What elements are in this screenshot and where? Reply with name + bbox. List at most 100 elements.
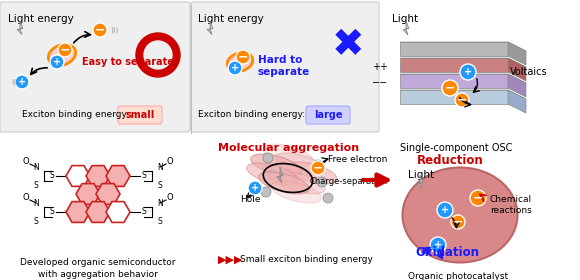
Text: ))): ))) [110, 27, 118, 33]
Text: Charge-separation: Charge-separation [310, 178, 388, 186]
Text: Light energy: Light energy [198, 14, 264, 24]
Polygon shape [508, 42, 526, 65]
Circle shape [136, 33, 180, 77]
Text: +: + [251, 183, 259, 193]
Ellipse shape [227, 53, 253, 71]
Circle shape [317, 177, 327, 187]
Ellipse shape [271, 181, 321, 203]
Text: O: O [166, 157, 173, 167]
Text: O: O [23, 193, 30, 202]
Text: −: − [238, 50, 248, 64]
Text: −: − [445, 81, 455, 95]
Text: Organic photocatalyst: Organic photocatalyst [408, 272, 508, 280]
Circle shape [144, 41, 172, 69]
Text: S: S [142, 207, 146, 216]
Circle shape [460, 64, 476, 80]
Text: Light: Light [408, 170, 434, 180]
Circle shape [236, 50, 250, 64]
Text: ▶▶▶: ▶▶▶ [218, 255, 244, 265]
Text: ···: ··· [62, 207, 70, 216]
Text: N: N [33, 162, 39, 171]
Text: −: − [457, 94, 467, 106]
Ellipse shape [251, 154, 301, 176]
Polygon shape [66, 202, 90, 222]
Circle shape [313, 160, 323, 170]
Polygon shape [207, 22, 213, 34]
Text: S: S [34, 181, 38, 190]
Circle shape [93, 23, 107, 37]
Text: Easy to separate: Easy to separate [82, 57, 174, 67]
Text: large: large [314, 110, 342, 120]
Polygon shape [400, 90, 526, 99]
FancyBboxPatch shape [0, 2, 190, 132]
Circle shape [455, 93, 469, 107]
FancyBboxPatch shape [191, 2, 379, 132]
Text: ++: ++ [372, 62, 388, 72]
Circle shape [437, 202, 453, 218]
Text: N: N [157, 162, 163, 171]
Circle shape [50, 55, 64, 69]
Circle shape [442, 80, 458, 96]
Text: −: − [95, 24, 105, 36]
Circle shape [267, 170, 277, 180]
Text: Developed organic semiconductor
with aggregation behavior: Developed organic semiconductor with agg… [20, 258, 176, 279]
Text: +: + [464, 67, 472, 77]
Text: Light energy: Light energy [8, 14, 74, 24]
Text: Hard to
separate: Hard to separate [258, 55, 310, 77]
Text: ✖: ✖ [332, 26, 364, 64]
Text: Chemical
reactions: Chemical reactions [490, 195, 532, 215]
Text: Oxidation: Oxidation [415, 246, 479, 258]
Text: Hole: Hole [240, 195, 260, 204]
FancyBboxPatch shape [118, 106, 162, 124]
Polygon shape [508, 74, 526, 97]
Text: N: N [33, 199, 39, 207]
Ellipse shape [263, 144, 313, 166]
Ellipse shape [48, 45, 75, 66]
Ellipse shape [403, 167, 517, 263]
Polygon shape [400, 42, 508, 56]
Text: O: O [23, 157, 30, 167]
Text: −: − [313, 162, 323, 174]
Text: Single-component OSC: Single-component OSC [400, 143, 512, 153]
Circle shape [15, 75, 29, 89]
Text: Free electron: Free electron [328, 155, 387, 165]
Text: Molecular aggregation: Molecular aggregation [218, 143, 359, 153]
Text: S: S [158, 216, 162, 225]
Circle shape [311, 161, 325, 175]
Text: ···: ··· [144, 207, 152, 216]
Text: ((: (( [11, 79, 16, 85]
Text: S: S [50, 171, 55, 181]
Ellipse shape [287, 162, 337, 184]
Circle shape [248, 181, 262, 195]
Polygon shape [400, 74, 508, 88]
Text: +: + [53, 57, 61, 67]
Polygon shape [17, 22, 23, 34]
Text: Exciton binding energy:: Exciton binding energy: [198, 110, 305, 119]
Polygon shape [96, 184, 120, 204]
Text: Reduction: Reduction [416, 154, 483, 167]
Polygon shape [86, 202, 110, 222]
Text: S: S [158, 181, 162, 190]
Circle shape [430, 237, 446, 253]
Circle shape [58, 43, 72, 57]
Text: −: − [453, 216, 463, 228]
Polygon shape [508, 58, 526, 81]
Polygon shape [400, 90, 508, 104]
Circle shape [228, 61, 242, 75]
Ellipse shape [259, 172, 309, 194]
Polygon shape [106, 165, 130, 186]
Text: −: − [473, 192, 483, 204]
Polygon shape [106, 202, 130, 222]
Text: −: − [60, 43, 70, 57]
Text: +: + [441, 205, 449, 215]
Text: +: + [18, 77, 26, 87]
Text: small: small [125, 110, 155, 120]
FancyBboxPatch shape [306, 106, 350, 124]
Polygon shape [400, 74, 526, 83]
Polygon shape [277, 167, 283, 183]
Polygon shape [86, 165, 110, 186]
Circle shape [323, 193, 333, 203]
Polygon shape [403, 21, 409, 35]
Text: Light: Light [392, 14, 418, 24]
Ellipse shape [246, 163, 297, 185]
